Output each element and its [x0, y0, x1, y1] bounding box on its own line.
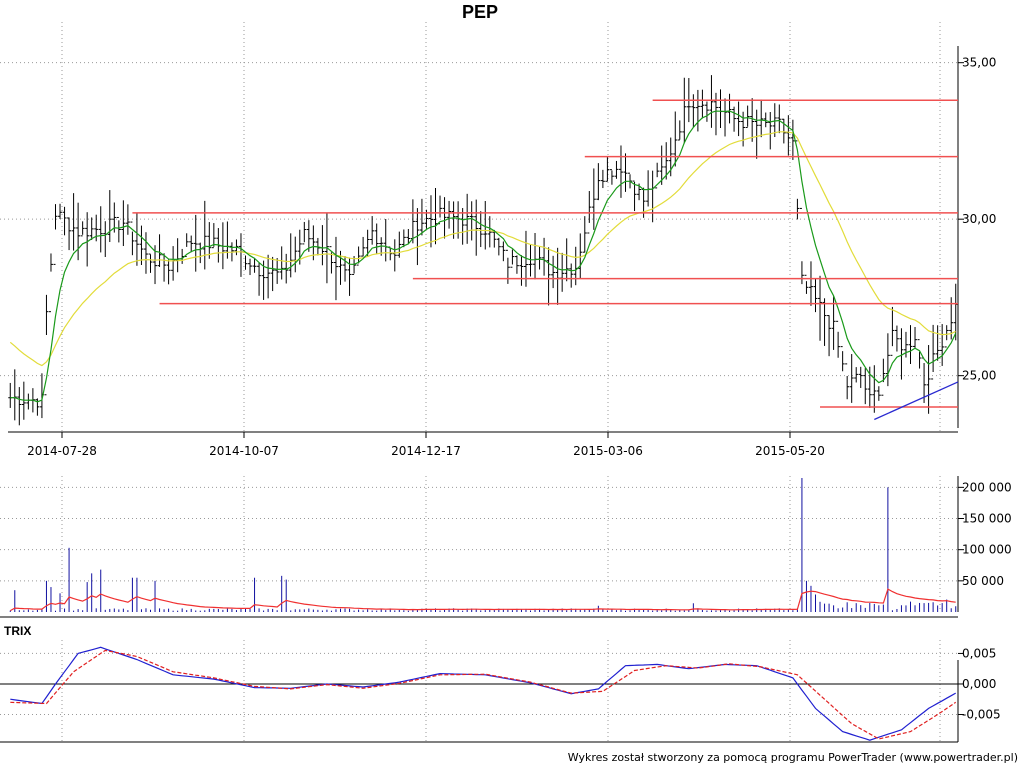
- volume-moving-average: [10, 588, 956, 612]
- price-x-tick-label: 2015-05-20: [755, 444, 825, 458]
- fast-moving-average: [10, 110, 957, 403]
- trix-panel: TRIX 0,005 0,000 -0,005: [0, 624, 1001, 743]
- price-y-tick-label: 25,00: [962, 369, 996, 383]
- price-x-tick-label: 2014-10-07: [209, 444, 279, 458]
- price-x-tick-label: 2015-03-06: [573, 444, 643, 458]
- trix-panel-title: TRIX: [4, 624, 31, 638]
- price-x-tick-label: 2014-07-28: [27, 444, 97, 458]
- trix-signal-line: [10, 649, 957, 740]
- footer-credit: Wykres został stworzony za pomocą progra…: [567, 751, 1018, 764]
- trix-y-tick-label: -0,005: [962, 708, 1001, 722]
- trend-line: [874, 381, 959, 421]
- price-y-tick-label: 30,00: [962, 212, 996, 226]
- price-y-tick-label: 35,00: [962, 56, 996, 70]
- price-x-tick-label: 2014-12-17: [391, 444, 461, 458]
- volume-y-tick-label: 150 000: [962, 512, 1012, 526]
- trix-y-tick-label: 0,000: [962, 677, 996, 691]
- slow-moving-average: [9, 131, 956, 367]
- volume-y-tick-label: 50 000: [962, 574, 1004, 588]
- ohlc-bars: [8, 75, 958, 426]
- trix-y-tick-label: 0,005: [962, 646, 996, 660]
- volume-y-tick-label: 200 000: [962, 480, 1012, 494]
- volume-panel: 50 000 100 000 150 000 200 000: [0, 476, 1012, 618]
- price-panel: PEP 25,00 30,00 35,00 2014-07-28 2014-10-07 20…: [0, 2, 996, 458]
- trix-line: [10, 646, 957, 741]
- chart-title: PEP: [462, 2, 498, 22]
- volume-y-tick-label: 100 000: [962, 543, 1012, 557]
